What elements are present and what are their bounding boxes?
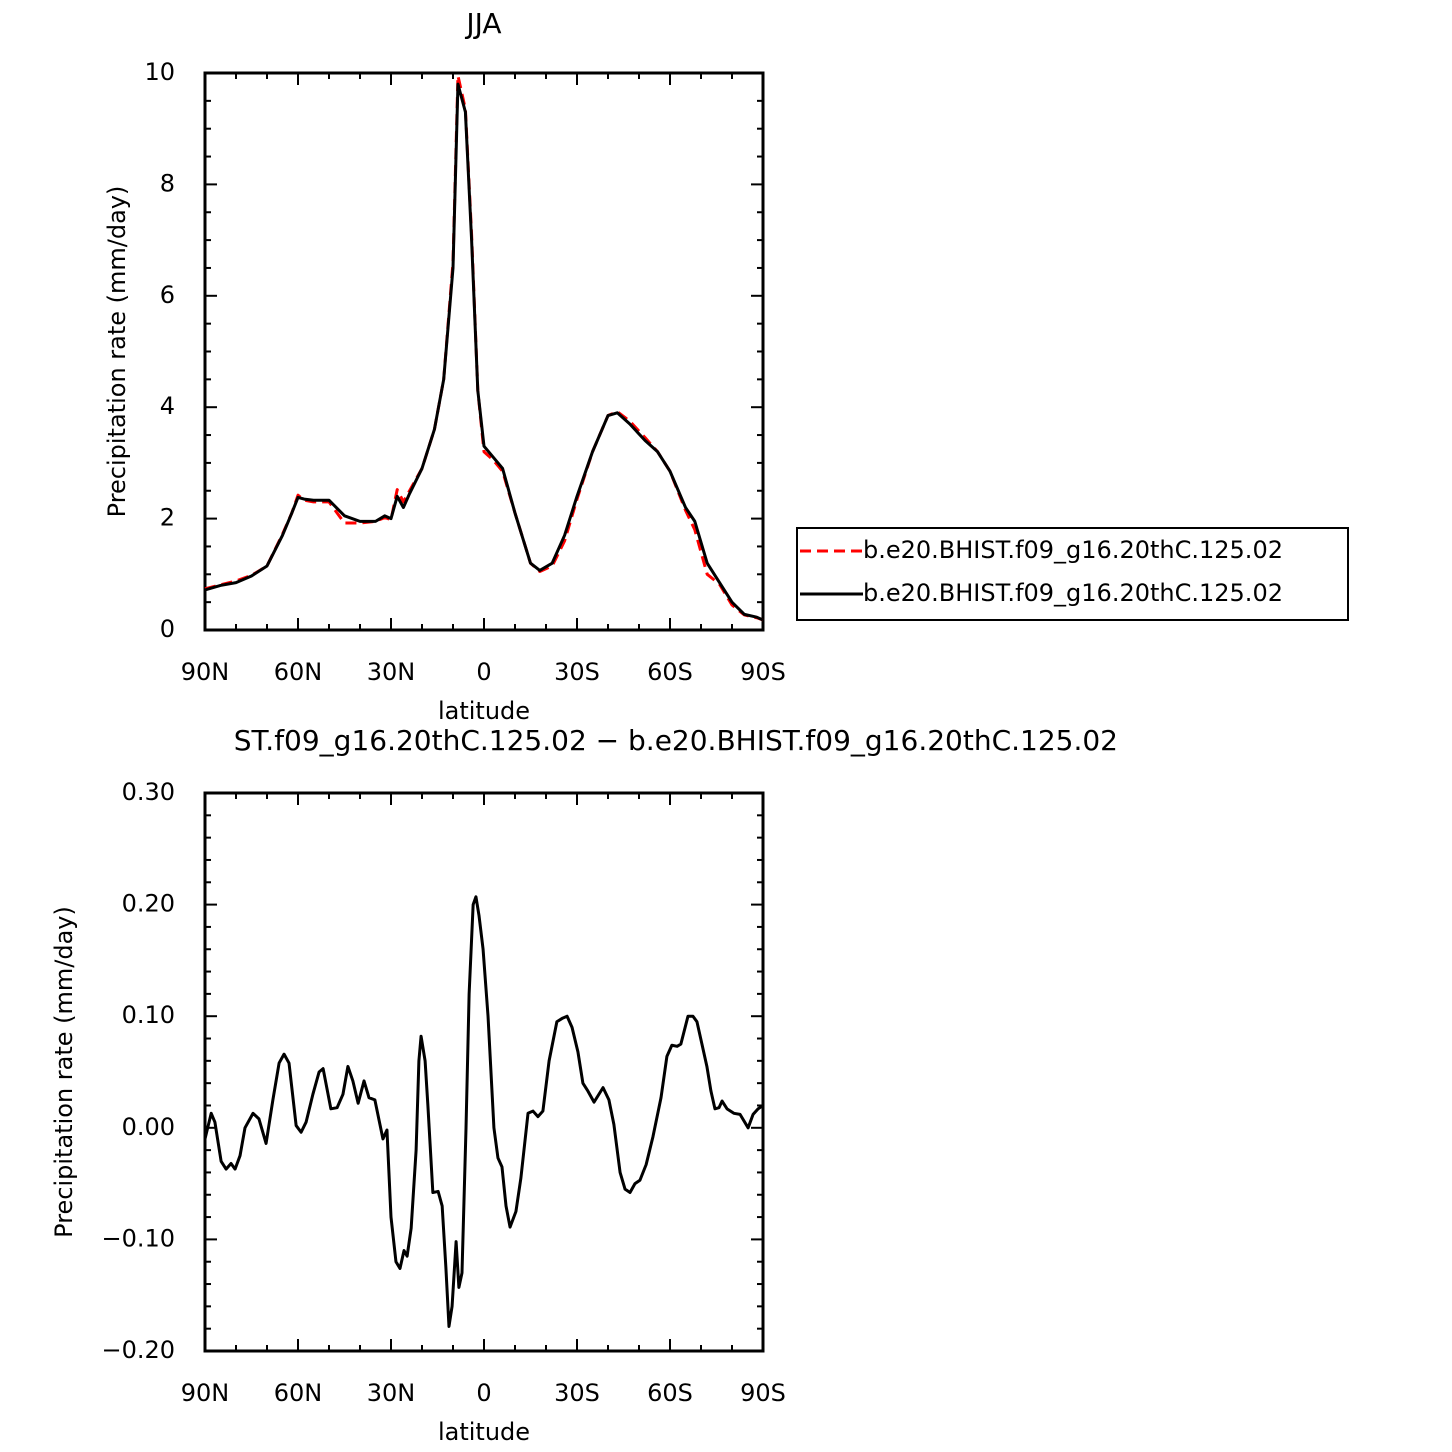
x-tick-label: 30N (367, 658, 416, 686)
x-tick-label: 0 (476, 1379, 491, 1407)
x-axis-label: latitude (438, 697, 530, 725)
x-tick-label: 60S (647, 1379, 693, 1407)
chart-title: ST.f09_g16.20thC.125.02 − b.e20.BHIST.f0… (234, 724, 1118, 757)
y-tick-label: 10 (144, 58, 175, 86)
x-tick-label: 30N (367, 1379, 416, 1407)
y-tick-label: 0.30 (122, 778, 175, 806)
data-line (204, 74, 764, 622)
plot-frame (203, 71, 765, 632)
data-line (203, 895, 764, 1328)
y-tick-label: −0.20 (101, 1336, 175, 1364)
x-tick-label: 90N (181, 658, 230, 686)
y-tick-label: −0.10 (101, 1224, 175, 1252)
y-axis-label: Precipitation rate (mm/day) (50, 906, 78, 1238)
y-tick-label: 6 (160, 281, 175, 309)
x-tick-label: 60N (274, 1379, 323, 1407)
x-axis-label: latitude (438, 1418, 530, 1446)
y-tick-label: 8 (160, 169, 175, 197)
y-tick-label: 0.00 (122, 1113, 175, 1141)
x-tick-label: 60S (647, 658, 693, 686)
x-tick-label: 90S (740, 1379, 786, 1407)
legend-label: b.e20.BHIST.f09_g16.20thC.125.02 (863, 579, 1283, 607)
x-tick-label: 60N (274, 658, 323, 686)
x-tick-label: 90N (181, 1379, 230, 1407)
legend-box (796, 527, 1349, 621)
y-tick-label: 0.10 (122, 1001, 175, 1029)
x-tick-label: 90S (740, 658, 786, 686)
x-tick-label: 0 (476, 658, 491, 686)
chart-title: JJA (464, 7, 501, 40)
y-tick-label: 4 (160, 392, 175, 420)
data-line (204, 82, 764, 622)
x-tick-label: 30S (554, 1379, 600, 1407)
y-tick-label: 2 (160, 504, 175, 532)
y-tick-label: 0.20 (122, 890, 175, 918)
y-tick-label: 0 (160, 615, 175, 643)
x-tick-label: 30S (554, 658, 600, 686)
legend-label: b.e20.BHIST.f09_g16.20thC.125.02 (863, 536, 1283, 564)
y-axis-label: Precipitation rate (mm/day) (103, 186, 131, 518)
